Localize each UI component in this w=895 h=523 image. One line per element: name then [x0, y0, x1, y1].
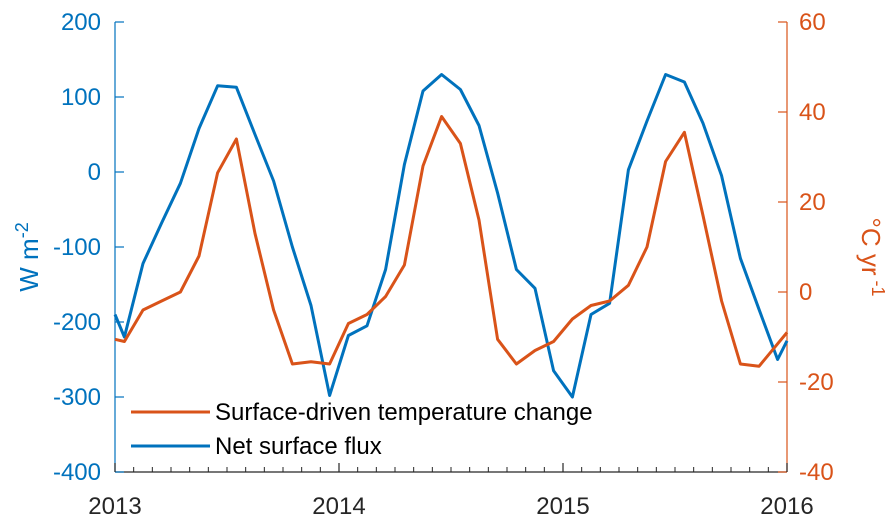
x-tick-label: 2016 — [760, 493, 813, 520]
legend-entry-label: Net surface flux — [215, 433, 382, 460]
axis-labels: -400-300-200-1000100200-40-2002040602013… — [12, 9, 888, 520]
x-tick-label: 2013 — [88, 493, 141, 520]
series-lines — [113, 73, 789, 399]
left-y-tick-label: 0 — [88, 159, 101, 186]
right-y-tick-label: 60 — [799, 9, 826, 36]
x-tick-label: 2014 — [312, 493, 365, 520]
right-y-tick-label: 20 — [799, 189, 826, 216]
left-y-tick-label: 200 — [61, 9, 101, 36]
right-y-tick-label: 0 — [799, 279, 812, 306]
left-y-tick-label: -200 — [53, 309, 101, 336]
series-line-net-surface-flux — [113, 73, 789, 399]
legend: Surface-driven temperature change Net sur… — [131, 399, 593, 460]
left-y-tick-label: -100 — [53, 234, 101, 261]
right-y-tick-label: -20 — [799, 369, 834, 396]
right-y-tick-label: 40 — [799, 99, 826, 126]
left-y-tick-label: -400 — [53, 459, 101, 486]
left-y-tick-label: -300 — [53, 384, 101, 411]
right-y-axis-title: °C yr -1 — [856, 217, 888, 296]
x-tick-label: 2015 — [536, 493, 589, 520]
series-line-surface-driven-temperature-change — [114, 115, 789, 368]
axes — [114, 21, 788, 473]
legend-entry-label: Surface-driven temperature change — [215, 399, 593, 426]
left-y-axis-title: W m-2 — [12, 222, 44, 291]
right-y-tick-label: -40 — [799, 459, 834, 486]
left-y-tick-label: 100 — [61, 84, 101, 111]
